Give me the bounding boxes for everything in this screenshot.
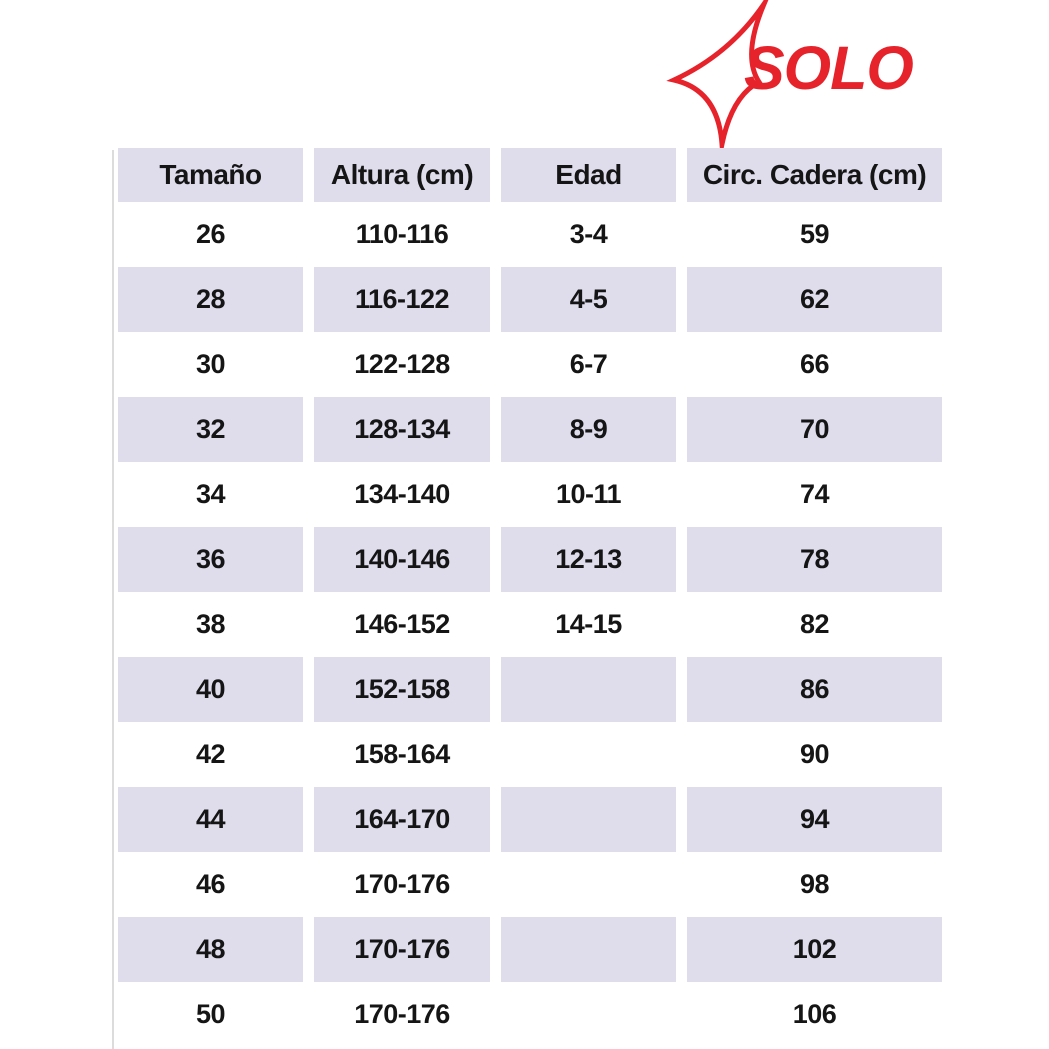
cell-hip: 74 xyxy=(687,462,942,527)
table-row: 26 110-116 3-4 59 xyxy=(118,202,942,267)
cell-height: 134-140 xyxy=(314,462,490,527)
cell-hip: 90 xyxy=(687,722,942,787)
cell-hip: 82 xyxy=(687,592,942,657)
cell-hip: 94 xyxy=(687,787,942,852)
cell-age: 14-15 xyxy=(501,592,676,657)
table-row: 46 170-176 98 xyxy=(118,852,942,917)
cell-height: 158-164 xyxy=(314,722,490,787)
cell-size: 36 xyxy=(118,527,303,592)
size-table: Tamaño Altura (cm) Edad Circ. Cadera (cm… xyxy=(107,148,953,1047)
column-header-hip: Circ. Cadera (cm) xyxy=(687,148,942,202)
cell-age xyxy=(501,722,676,787)
four-point-star-icon xyxy=(666,0,769,150)
cell-size: 26 xyxy=(118,202,303,267)
header-row: Tamaño Altura (cm) Edad Circ. Cadera (cm… xyxy=(118,148,942,202)
table-row: 44 164-170 94 xyxy=(118,787,942,852)
cell-height: 170-176 xyxy=(314,982,490,1047)
cell-age: 12-13 xyxy=(501,527,676,592)
cell-age xyxy=(501,852,676,917)
cell-size: 42 xyxy=(118,722,303,787)
table-row: 40 152-158 86 xyxy=(118,657,942,722)
cell-size: 32 xyxy=(118,397,303,462)
cell-hip: 102 xyxy=(687,917,942,982)
solo-logo: SOLO xyxy=(658,0,938,150)
cell-age xyxy=(501,917,676,982)
table-row: 42 158-164 90 xyxy=(118,722,942,787)
table-row: 38 146-152 14-15 82 xyxy=(118,592,942,657)
cell-size: 48 xyxy=(118,917,303,982)
cell-height: 164-170 xyxy=(314,787,490,852)
table-row: 34 134-140 10-11 74 xyxy=(118,462,942,527)
column-header-height: Altura (cm) xyxy=(314,148,490,202)
cell-size: 50 xyxy=(118,982,303,1047)
column-header-age: Edad xyxy=(501,148,676,202)
table-row: 28 116-122 4-5 62 xyxy=(118,267,942,332)
cell-size: 30 xyxy=(118,332,303,397)
cell-height: 170-176 xyxy=(314,852,490,917)
cell-size: 46 xyxy=(118,852,303,917)
cell-size: 40 xyxy=(118,657,303,722)
cell-hip: 62 xyxy=(687,267,942,332)
table-row: 36 140-146 12-13 78 xyxy=(118,527,942,592)
cell-hip: 98 xyxy=(687,852,942,917)
table-row: 50 170-176 106 xyxy=(118,982,942,1047)
logo-text: SOLO xyxy=(744,34,914,102)
cell-age xyxy=(501,787,676,852)
cell-height: 146-152 xyxy=(314,592,490,657)
cell-size: 34 xyxy=(118,462,303,527)
cell-age: 3-4 xyxy=(501,202,676,267)
column-header-size: Tamaño xyxy=(118,148,303,202)
cell-size: 38 xyxy=(118,592,303,657)
cell-size: 28 xyxy=(118,267,303,332)
cell-age: 4-5 xyxy=(501,267,676,332)
table-row: 30 122-128 6-7 66 xyxy=(118,332,942,397)
cell-hip: 78 xyxy=(687,527,942,592)
cell-height: 116-122 xyxy=(314,267,490,332)
cell-height: 170-176 xyxy=(314,917,490,982)
cell-hip: 66 xyxy=(687,332,942,397)
cell-height: 152-158 xyxy=(314,657,490,722)
table-row: 48 170-176 102 xyxy=(118,917,942,982)
cell-age: 6-7 xyxy=(501,332,676,397)
cell-age: 10-11 xyxy=(501,462,676,527)
table-row: 32 128-134 8-9 70 xyxy=(118,397,942,462)
cell-height: 128-134 xyxy=(314,397,490,462)
cell-height: 110-116 xyxy=(314,202,490,267)
cell-age xyxy=(501,657,676,722)
cell-hip: 70 xyxy=(687,397,942,462)
cell-hip: 59 xyxy=(687,202,942,267)
cell-hip: 106 xyxy=(687,982,942,1047)
cell-size: 44 xyxy=(118,787,303,852)
cell-hip: 86 xyxy=(687,657,942,722)
cell-age: 8-9 xyxy=(501,397,676,462)
cell-age xyxy=(501,982,676,1047)
table-left-gridline xyxy=(112,150,114,1049)
cell-height: 140-146 xyxy=(314,527,490,592)
cell-height: 122-128 xyxy=(314,332,490,397)
